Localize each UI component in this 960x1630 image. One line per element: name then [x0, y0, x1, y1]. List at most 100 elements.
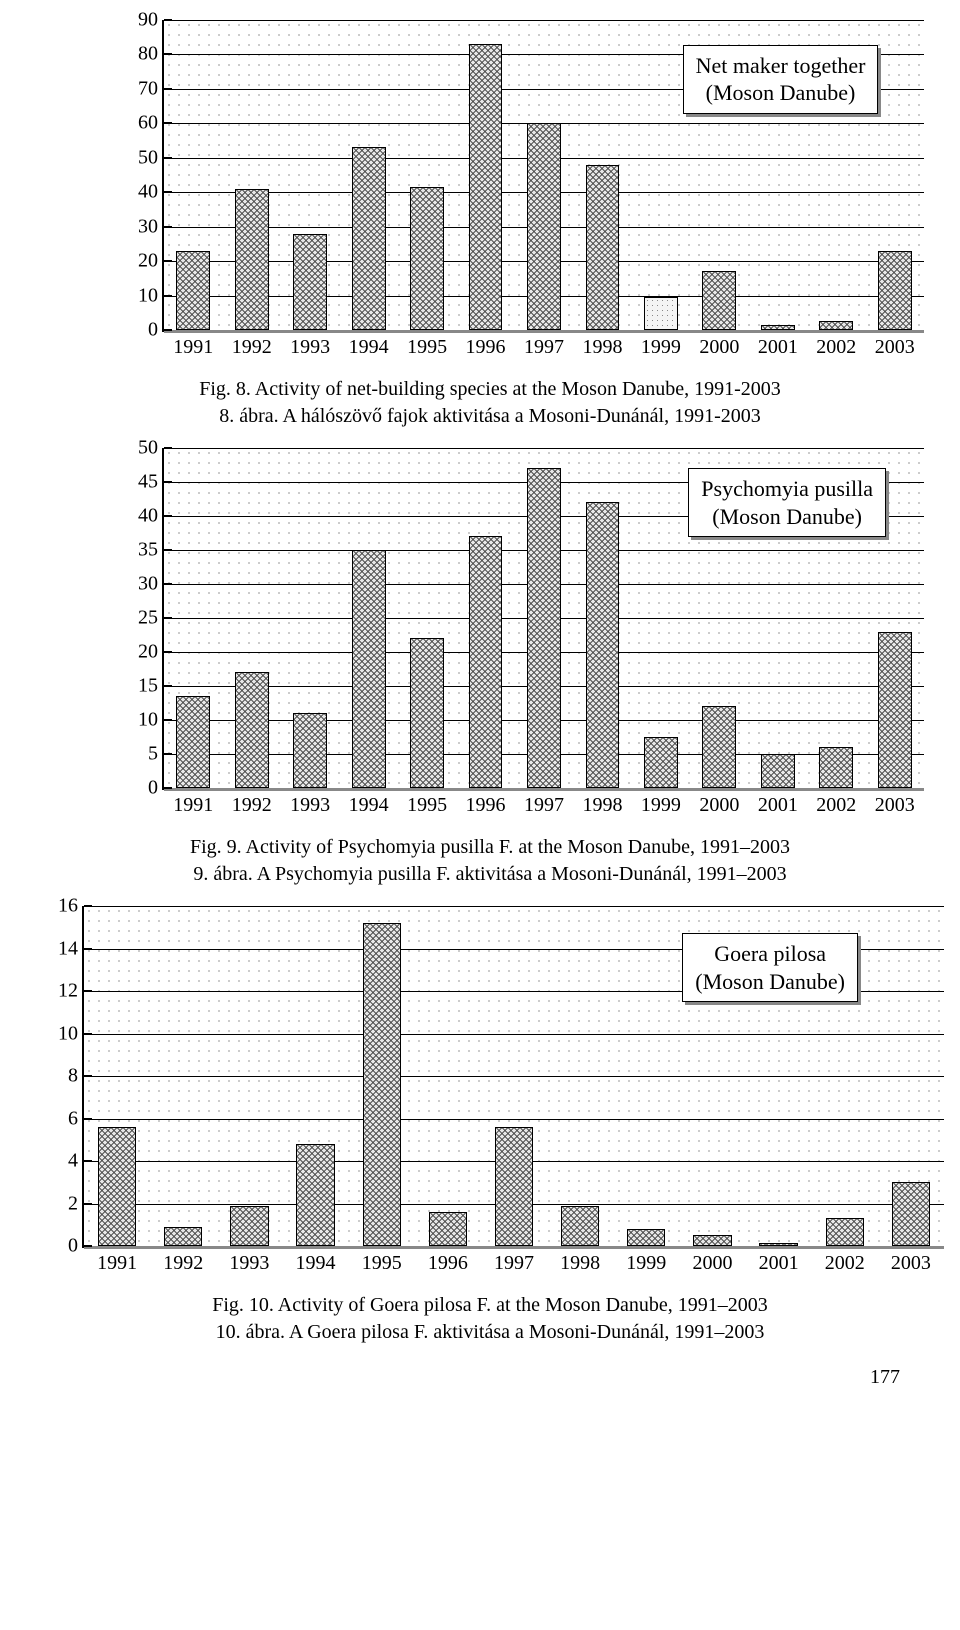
bar: [352, 550, 386, 788]
y-tick-label: 20: [138, 641, 158, 664]
legend-line: (Moson Danube): [696, 79, 866, 107]
y-tick-label: 4: [68, 1150, 78, 1173]
x-tick-label: 2001: [758, 336, 798, 359]
plot-area: 0102030405060708090199119921993199419951…: [162, 20, 924, 332]
bar: [693, 1235, 731, 1246]
y-tick-label: 70: [138, 77, 158, 100]
y-tick-label: 60: [138, 112, 158, 135]
y-tick-label: 8: [68, 1065, 78, 1088]
y-tick-label: 0: [148, 777, 158, 800]
bar: [702, 271, 736, 330]
figure-caption: Fig. 10. Activity of Goera pilosa F. at …: [40, 1292, 940, 1346]
bar: [826, 1218, 864, 1246]
bar: [495, 1127, 533, 1246]
bar: [176, 696, 210, 788]
y-tick-label: 10: [138, 284, 158, 307]
x-tick-label: 2002: [825, 1252, 865, 1275]
x-tick-label: 1991: [173, 336, 213, 359]
bar: [235, 189, 269, 330]
x-tick-label: 1993: [290, 336, 330, 359]
x-tick-label: 1997: [524, 336, 564, 359]
figure-caption: Fig. 8. Activity of net-building species…: [40, 376, 940, 430]
x-tick-label: 2002: [816, 336, 856, 359]
bar: [230, 1206, 268, 1246]
bar: [164, 1227, 202, 1246]
y-tick-label: 40: [138, 181, 158, 204]
x-tick-label: 1997: [524, 794, 564, 817]
bar: [892, 1182, 930, 1246]
y-tick-label: 16: [58, 895, 78, 918]
bar: [429, 1212, 467, 1246]
bar: [702, 706, 736, 788]
bar: [527, 468, 561, 788]
bar: [819, 747, 853, 788]
y-tick-label: 40: [138, 505, 158, 528]
y-tick-label: 6: [68, 1107, 78, 1130]
page-number: 177: [40, 1366, 940, 1389]
bar: [296, 1144, 334, 1246]
y-tick-label: 45: [138, 471, 158, 494]
legend-line: Psychomyia pusilla: [701, 475, 873, 503]
x-tick-label: 1991: [97, 1252, 137, 1275]
x-tick-label: 1993: [229, 1252, 269, 1275]
x-tick-label: 2000: [699, 336, 739, 359]
legend-line: (Moson Danube): [701, 503, 873, 531]
bar: [469, 44, 503, 330]
legend-line: Net maker together: [696, 52, 866, 80]
bar: [235, 672, 269, 788]
y-tick-label: 20: [138, 250, 158, 273]
x-tick-label: 1995: [407, 794, 447, 817]
bar: [878, 251, 912, 330]
x-tick-label: 1995: [362, 1252, 402, 1275]
legend: Goera pilosa(Moson Danube): [682, 933, 858, 1002]
x-tick-label: 1997: [494, 1252, 534, 1275]
y-tick-label: 10: [138, 709, 158, 732]
y-tick-label: 30: [138, 573, 158, 596]
figure-fig10: 0246810121416199119921993199419951996199…: [40, 906, 940, 1346]
y-tick-label: 15: [138, 675, 158, 698]
x-tick-label: 1999: [626, 1252, 666, 1275]
bar: [561, 1206, 599, 1246]
x-tick-label: 2003: [875, 794, 915, 817]
x-tick-label: 2001: [759, 1252, 799, 1275]
x-tick-label: 1999: [641, 336, 681, 359]
y-tick-label: 50: [138, 146, 158, 169]
x-tick-label: 1992: [163, 1252, 203, 1275]
bar: [363, 923, 401, 1246]
x-tick-label: 1994: [349, 794, 389, 817]
y-tick-label: 25: [138, 607, 158, 630]
x-tick-label: 1998: [582, 794, 622, 817]
x-tick-label: 1996: [466, 336, 506, 359]
figure-caption: Fig. 9. Activity of Psychomyia pusilla F…: [40, 834, 940, 888]
x-tick-label: 2002: [816, 794, 856, 817]
legend: Psychomyia pusilla(Moson Danube): [688, 468, 886, 537]
x-tick-label: 1999: [641, 794, 681, 817]
plot-area: 0246810121416199119921993199419951996199…: [82, 906, 944, 1248]
x-tick-label: 2001: [758, 794, 798, 817]
y-tick-label: 35: [138, 539, 158, 562]
y-tick-label: 50: [138, 437, 158, 460]
x-tick-label: 2000: [699, 794, 739, 817]
bar: [293, 713, 327, 788]
x-tick-label: 1995: [407, 336, 447, 359]
y-tick-label: 5: [148, 743, 158, 766]
bar: [410, 187, 444, 330]
x-tick-label: 1998: [560, 1252, 600, 1275]
x-tick-label: 1992: [232, 336, 272, 359]
x-tick-label: 1992: [232, 794, 272, 817]
bar: [527, 123, 561, 330]
x-tick-label: 2003: [891, 1252, 931, 1275]
bar: [410, 638, 444, 788]
y-tick-label: 0: [68, 1235, 78, 1258]
x-tick-label: 2003: [875, 336, 915, 359]
bar: [644, 297, 678, 330]
y-tick-label: 12: [58, 980, 78, 1003]
figure-fig8: 0102030405060708090199119921993199419951…: [40, 20, 940, 430]
legend-line: (Moson Danube): [695, 968, 845, 996]
bar: [586, 502, 620, 788]
y-tick-label: 10: [58, 1022, 78, 1045]
y-tick-label: 80: [138, 43, 158, 66]
bar: [293, 234, 327, 330]
figure-fig9: 0510152025303540455019911992199319941995…: [40, 448, 940, 888]
bar: [819, 321, 853, 330]
